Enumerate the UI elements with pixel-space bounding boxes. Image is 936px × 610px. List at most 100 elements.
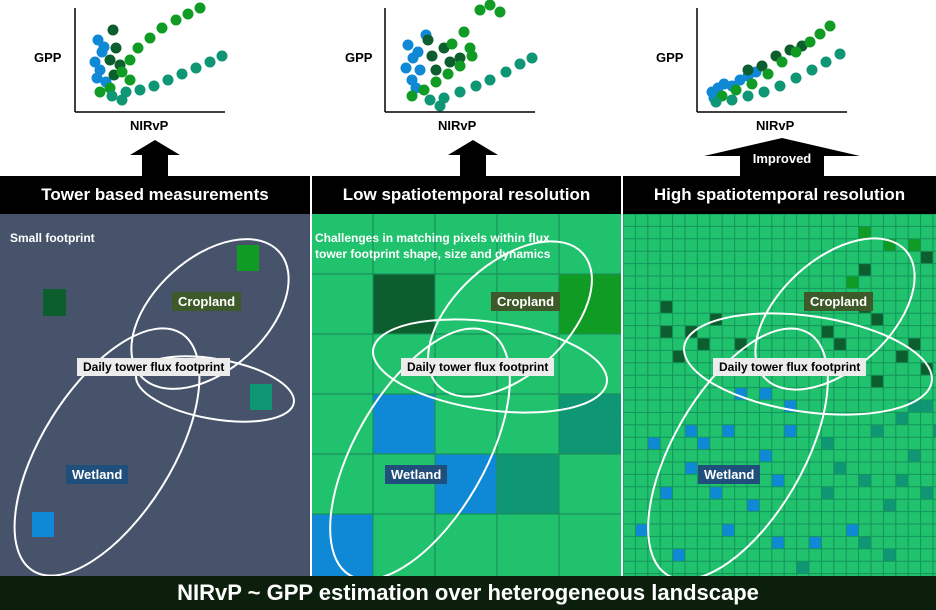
fine-pixel	[747, 499, 760, 512]
scatter-point	[434, 100, 446, 112]
footprint-label: Daily tower flux footprint	[77, 358, 231, 376]
fine-pixel	[846, 276, 859, 289]
challenges-note-line2: tower footprint shape, size and dynamics	[315, 247, 551, 261]
fine-pixel	[771, 536, 785, 549]
scatter-point	[194, 2, 206, 14]
scatter-point	[742, 90, 754, 102]
coarse-pixel-grid	[312, 214, 621, 576]
scatter-point	[746, 78, 758, 90]
fine-pixel	[660, 486, 673, 500]
challenges-note-line1: Challenges in matching pixels within flu…	[315, 231, 550, 245]
fine-pixel-grid	[623, 214, 936, 576]
scatter-point	[430, 64, 442, 76]
scatter-points	[89, 2, 228, 106]
fine-pixel	[883, 499, 896, 512]
scatter-point	[107, 24, 119, 36]
fine-pixel	[821, 437, 834, 450]
fine-pixel	[697, 338, 710, 351]
x-axis-label: NIRvP	[130, 118, 169, 133]
scatter-point	[494, 6, 506, 18]
scatter-point	[484, 0, 496, 11]
scatter-point	[814, 28, 826, 40]
scatter-point	[89, 56, 101, 68]
fine-pixel	[685, 424, 698, 438]
fine-pixel	[709, 486, 723, 500]
panel-low-resolution: Challenges in matching pixels within flu…	[312, 214, 621, 576]
footprint-label: Daily tower flux footprint	[401, 358, 555, 376]
scatter-point	[110, 42, 122, 54]
cropland-label: Cropland	[491, 292, 561, 311]
pixel-cropland-light	[237, 245, 259, 271]
fine-pixel	[920, 251, 933, 264]
scatter-point	[418, 84, 430, 96]
fine-pixel	[858, 474, 871, 487]
scatter-point	[104, 54, 116, 66]
footer-title: NIRvP ~ GPP estimation over heterogeneou…	[0, 576, 936, 610]
fine-pixel	[846, 524, 859, 537]
fine-pixel	[809, 536, 822, 549]
cropland-label: Cropland	[804, 292, 874, 311]
y-axis-label: GPP	[34, 50, 62, 65]
wetland-label: Wetland	[66, 465, 129, 484]
scatter-point	[190, 62, 202, 74]
fine-pixel	[895, 412, 909, 425]
scatter-point	[400, 62, 412, 74]
scatter-point	[726, 94, 738, 106]
fine-pixel	[660, 325, 673, 338]
scatter-point	[124, 54, 136, 66]
fine-pixel	[771, 474, 785, 487]
scatter-point	[124, 74, 136, 86]
fine-pixel	[722, 424, 735, 438]
scatter-point	[790, 72, 802, 84]
scatter-plot-3: GPP NIRvP	[656, 8, 847, 133]
fine-pixel	[908, 338, 921, 351]
fine-pixel	[871, 313, 884, 326]
cropland-label: Cropland	[172, 292, 242, 311]
scatter-point	[162, 74, 174, 86]
scatter-point	[422, 34, 434, 46]
scatter-point	[132, 42, 144, 54]
fine-pixel	[858, 263, 871, 276]
scatter-point	[106, 90, 118, 102]
scatter-point	[134, 84, 146, 96]
fine-pixel	[672, 548, 685, 562]
fine-pixel	[647, 437, 661, 450]
fine-pixel	[858, 226, 871, 239]
up-arrow-3-wide	[704, 138, 860, 178]
footprint-ellipses	[13, 238, 295, 576]
scatter-point	[144, 32, 156, 44]
fine-pixel	[895, 474, 909, 487]
fine-pixel	[821, 486, 834, 500]
small-footprint-label: Small footprint	[10, 231, 95, 245]
fine-pixel	[895, 350, 909, 363]
fine-pixel	[759, 387, 772, 400]
wetland-label: Wetland	[698, 465, 761, 484]
fine-pixel	[734, 338, 747, 351]
scatter-point	[170, 14, 182, 26]
scatter-point	[742, 64, 754, 76]
fine-pixel	[821, 325, 834, 338]
pixel-wetland	[32, 512, 54, 537]
scatter-point	[98, 41, 110, 53]
scatter-point	[756, 60, 768, 72]
scatter-point	[758, 86, 770, 98]
scatter-point	[820, 56, 832, 68]
up-arrow-2	[448, 140, 498, 177]
scatter-point	[156, 22, 168, 34]
x-axis-label: NIRvP	[438, 118, 477, 133]
scatter-points	[706, 20, 846, 108]
scatter-point	[464, 42, 476, 54]
fine-pixel	[858, 536, 871, 549]
fine-pixel	[697, 437, 710, 450]
scatter-point	[94, 86, 106, 98]
scatter-point	[710, 96, 722, 108]
fine-pixel	[759, 449, 772, 462]
scatter-points	[400, 0, 538, 112]
scatter-point	[804, 36, 816, 48]
fine-pixel	[833, 462, 847, 475]
scatter-point	[204, 56, 216, 68]
scatter-point	[730, 84, 742, 96]
scatter-point	[116, 94, 128, 106]
y-axis-label: GPP	[656, 50, 684, 65]
scatter-point	[834, 48, 846, 60]
